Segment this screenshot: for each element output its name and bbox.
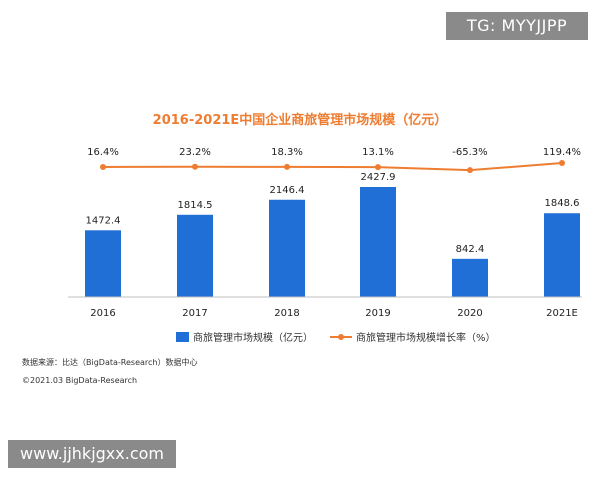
x-tick-label: 2017 (182, 308, 207, 319)
bar (452, 258, 488, 297)
bar-value-label: 2427.9 (361, 172, 396, 183)
growth-rate-point (559, 160, 565, 167)
bar-value-label: 1814.5 (178, 200, 213, 211)
bar (544, 213, 580, 297)
legend-bar-label: 商旅管理市场规模（亿元） (193, 331, 313, 344)
growth-rate-label: -65.3% (452, 147, 487, 158)
growth-rate-label: 18.3% (271, 147, 303, 158)
watermark-bottom: www.jjhkjgxx.com (8, 440, 176, 468)
legend-line-label: 商旅管理市场规模增长率（%） (356, 331, 496, 344)
x-tick-label: 2018 (274, 308, 299, 319)
growth-rate-label: 23.2% (179, 147, 211, 158)
bar-value-label: 1848.6 (545, 198, 580, 209)
watermark-top: TG: MYYJJPP (446, 12, 588, 40)
legend-bar-swatch (176, 332, 189, 342)
bar (360, 187, 396, 297)
growth-rate-label: 16.4% (87, 147, 119, 158)
chart-title: 2016-2021E中国企业商旅管理市场规模（亿元） (153, 112, 448, 128)
x-tick-label: 2020 (457, 308, 482, 319)
bar-value-label: 1472.4 (86, 215, 121, 226)
x-tick-label: 2019 (365, 308, 390, 319)
growth-rate-point (467, 167, 473, 174)
bar (177, 214, 213, 297)
growth-rate-point (284, 163, 290, 170)
copyright-note: ©2021.03 BigData-Research (22, 376, 138, 385)
bar (269, 199, 305, 297)
growth-rate-line (102, 162, 563, 172)
legend-line-marker (338, 334, 344, 340)
growth-rate-point (100, 163, 106, 170)
growth-rate-label: 13.1% (362, 147, 394, 158)
x-tick-label: 2016 (90, 308, 115, 319)
growth-rate-label: 119.4% (543, 147, 581, 158)
growth-rate-point (375, 164, 381, 171)
source-note: 数据来源：比达（BigData-Research）数据中心 (22, 358, 198, 367)
x-tick-label: 2021E (546, 308, 578, 319)
growth-rate-point (192, 163, 198, 170)
bar-value-label: 842.4 (456, 244, 485, 255)
bar-value-label: 2146.4 (270, 185, 305, 196)
bar (85, 230, 121, 297)
